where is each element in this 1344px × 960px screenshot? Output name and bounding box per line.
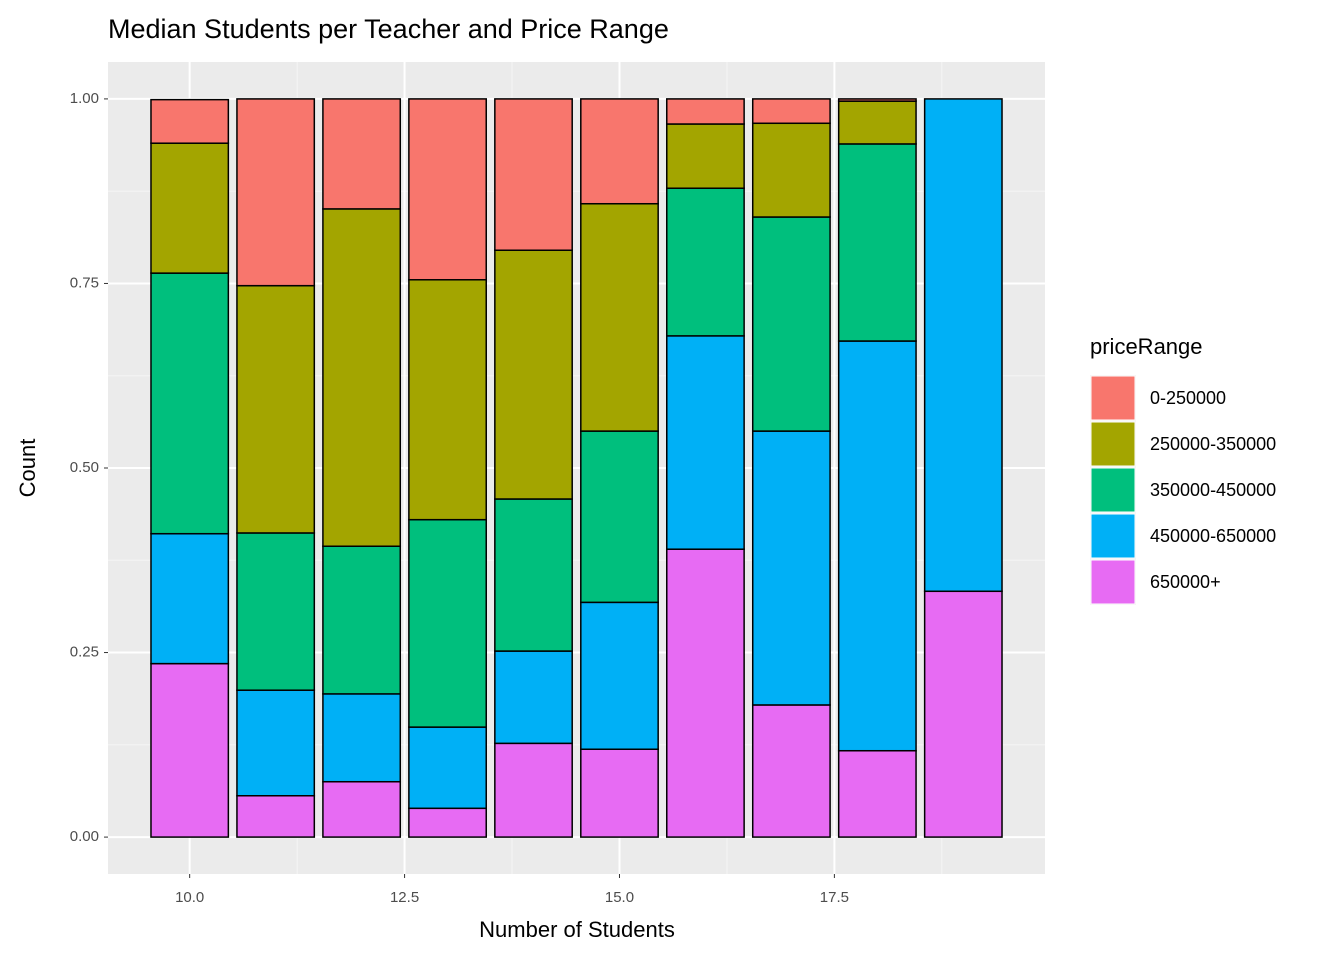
bar-segment (580, 202, 659, 432)
bar-segment (408, 518, 487, 728)
bar-segment (322, 545, 402, 695)
y-tick-label: 1.00 (70, 90, 99, 107)
bar-segment (236, 689, 316, 797)
bar-segment (580, 748, 659, 838)
legend-swatch (1090, 375, 1136, 421)
bar-segment (923, 590, 1003, 838)
bar-segment (580, 98, 659, 205)
bar-segment (322, 780, 402, 838)
bar-segment (751, 216, 831, 432)
legend-label: 650000+ (1150, 572, 1221, 592)
bar-segment (666, 548, 745, 838)
legend-label: 450000-650000 (1150, 526, 1276, 546)
bar-segment (837, 340, 917, 752)
bar-segment (494, 249, 573, 500)
bar-segment (837, 98, 917, 102)
bar-segment (494, 498, 573, 652)
bar-segment (236, 532, 316, 691)
bar-segment (408, 279, 487, 521)
y-tick-label: 0.75 (70, 274, 99, 291)
bar-segment (408, 807, 487, 838)
bar-segment (837, 749, 917, 838)
bar-segment (923, 98, 1003, 593)
bar-segment (494, 742, 573, 838)
y-tick-label: 0.00 (70, 828, 99, 845)
bar-segment (751, 122, 831, 218)
bar-segment (150, 272, 230, 535)
legend-swatch (1090, 421, 1136, 467)
bar-segment (236, 795, 316, 838)
x-axis-title: Number of Students (479, 917, 675, 942)
legend-title: priceRange (1090, 334, 1203, 359)
bar-segment (150, 532, 230, 665)
x-tick-label: 15.0 (605, 889, 634, 906)
legend-label: 250000-350000 (1150, 434, 1276, 454)
bar-segment (580, 601, 659, 750)
bar-segment (322, 208, 402, 547)
bar-segment (150, 142, 230, 274)
bar-segment (837, 143, 917, 342)
chart-title: Median Students per Teacher and Price Ra… (108, 14, 669, 44)
bar-segment (150, 98, 230, 144)
bar-segment (751, 98, 831, 125)
y-tick-label: 0.50 (70, 459, 99, 476)
legend-label: 350000-450000 (1150, 480, 1276, 500)
bar-segment (494, 98, 573, 251)
bar-segment (666, 123, 745, 189)
x-tick-label: 10.0 (175, 889, 204, 906)
bar-segment (666, 335, 745, 550)
bar-segment (150, 662, 230, 838)
bar-segment (666, 187, 745, 337)
bar-segment (666, 98, 745, 125)
y-axis-title: Count (15, 439, 40, 498)
bar-segment (322, 693, 402, 783)
legend-swatch (1090, 513, 1136, 559)
bar-segment (408, 726, 487, 810)
x-tick-label: 17.5 (820, 889, 849, 906)
bar-segment (494, 650, 573, 745)
bar-segment (236, 284, 316, 534)
bar-segment (408, 98, 487, 281)
legend-swatch (1090, 467, 1136, 513)
bar-segment (580, 430, 659, 604)
x-tick-label: 12.5 (390, 889, 419, 906)
bar-segment (751, 430, 831, 706)
legend-label: 0-250000 (1150, 388, 1226, 408)
bar-segment (322, 98, 402, 210)
bar-segment (751, 704, 831, 838)
legend-swatch (1090, 559, 1136, 605)
y-tick-label: 0.25 (70, 644, 99, 661)
bar-segment (837, 100, 917, 145)
bar-segment (236, 98, 316, 287)
